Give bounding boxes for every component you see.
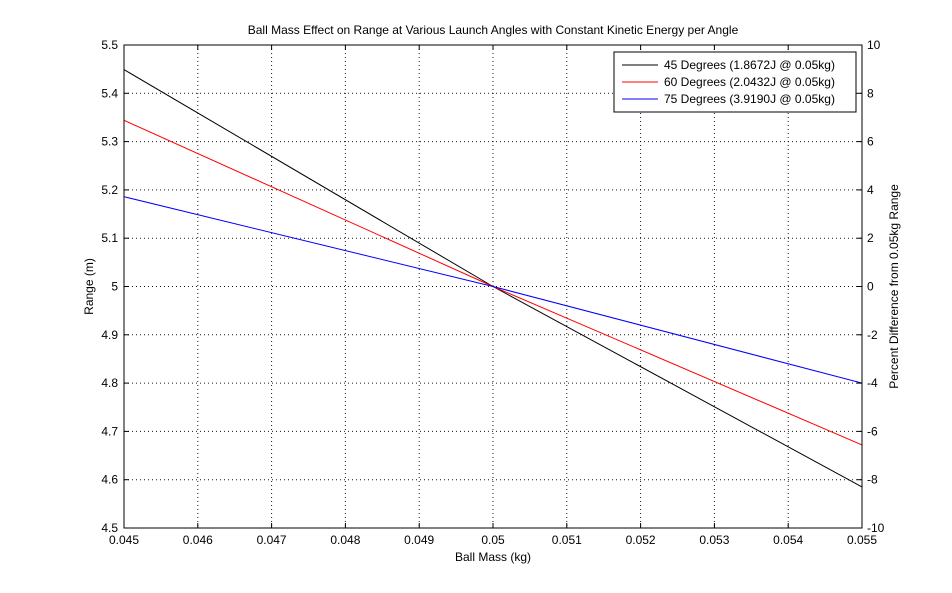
y2-tick-label: 6 [867,135,874,149]
x-tick-label: 0.055 [847,533,877,547]
y2-tick-label: -10 [867,521,885,535]
x-tick-label: 0.046 [183,533,213,547]
y-tick-label: 5.2 [101,183,118,197]
x-tick-label: 0.05 [481,533,505,547]
series-line-0 [123,69,863,488]
y-tick-label: 4.7 [101,424,118,438]
y2-tick-label: 10 [867,38,881,52]
y2-tick-label: -8 [867,473,878,487]
y2-tick-label: 8 [867,86,874,100]
x-tick-label: 0.054 [773,533,803,547]
y-tick-label: 4.5 [101,521,118,535]
y-tick-label: 5.4 [101,86,118,100]
axis-ticks: 0.045 0.046 0.047 0.048 0.049 0.05 0.051 0.052 0… [101,38,884,547]
series-line-2 [123,196,863,384]
y2-tick-label: 0 [867,280,874,294]
y2-tick-label: -2 [867,328,878,342]
y-axis-label: Range (m) [82,258,96,315]
y2-tick-label: 4 [867,183,874,197]
y2-tick-label: -6 [867,424,878,438]
y-tick-label: 5.3 [101,135,118,149]
series-lines [123,69,863,488]
y-tick-label: 4.9 [101,328,118,342]
legend-label-0: 45 Degrees (1.8672J @ 0.05kg) [664,58,835,72]
y-tick-label: 5.1 [101,231,118,245]
x-tick-label: 0.049 [404,533,434,547]
y2-axis-label: Percent Difference from 0.05kg Range [887,184,901,389]
y-tick-label: 4.6 [101,473,118,487]
x-tick-label: 0.045 [109,533,139,547]
x-tick-label: 0.047 [257,533,287,547]
x-tick-label: 0.051 [552,533,582,547]
x-axis-label: Ball Mass (kg) [455,550,531,564]
legend-label-1: 60 Degrees (2.0432J @ 0.05kg) [664,75,835,89]
x-tick-label: 0.053 [699,533,729,547]
legend: 45 Degrees (1.8672J @ 0.05kg) 60 Degrees … [613,51,857,113]
y-tick-label: 5.5 [101,38,118,52]
series-line-1 [123,119,863,446]
y-tick-label: 5 [111,280,118,294]
legend-label-2: 75 Degrees (3.9190J @ 0.05kg) [664,92,835,106]
y-tick-label: 4.8 [101,376,118,390]
x-tick-label: 0.048 [330,533,360,547]
x-tick-label: 0.052 [626,533,656,547]
y2-tick-label: -4 [867,376,878,390]
y2-tick-label: 2 [867,231,874,245]
chart-title: Ball Mass Effect on Range at Various Lau… [248,23,739,37]
